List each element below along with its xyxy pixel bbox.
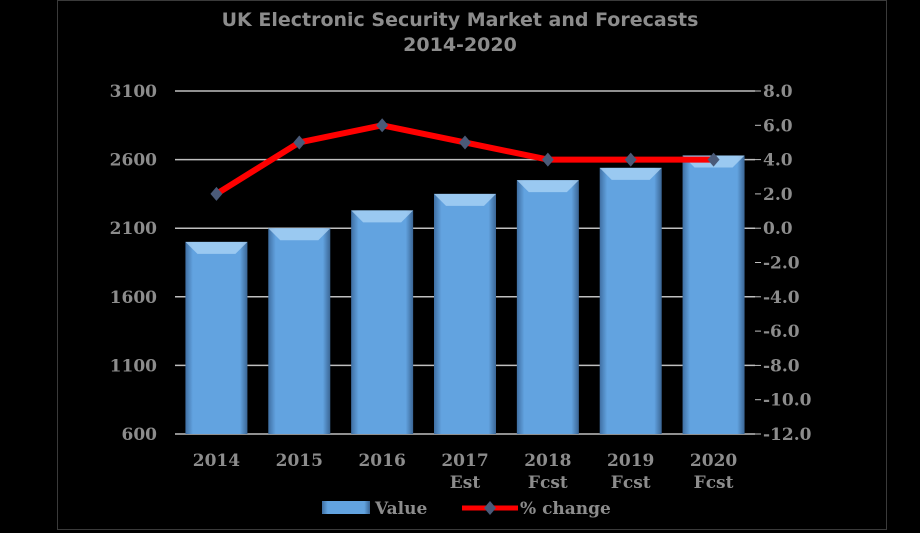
y-right-tick-label: 2.0 [763, 185, 793, 205]
chart-frame [57, 0, 887, 530]
y-left-tick-label: 1100 [110, 356, 157, 376]
line-marker [293, 135, 306, 150]
x-tick-label: Fcst [528, 473, 568, 493]
bar [599, 167, 662, 434]
legend-bar-swatch [322, 501, 370, 514]
bar-bevel [268, 228, 331, 241]
line-marker [459, 135, 471, 150]
x-tick-label: 2020 [690, 451, 737, 471]
bar-bevel [351, 210, 414, 223]
x-tick-label: 2018 [524, 451, 571, 471]
bar-bevel [599, 167, 662, 180]
legend-label-change: % change [520, 499, 611, 519]
subtitle-line: 2014-2020 [403, 34, 517, 56]
y-right-tick-label: 0.0 [763, 219, 793, 239]
y-right-tick-label: -4.0 [763, 288, 800, 308]
y-right-tick-label: -2.0 [763, 254, 800, 274]
bar [434, 193, 496, 434]
y-right-tick-label: 4.0 [763, 151, 793, 171]
y-left-tick-label: 2100 [110, 219, 157, 239]
y-right-tick-label: 6.0 [763, 116, 793, 136]
x-tick-label: 2017 [441, 451, 488, 471]
bar-bevel [185, 241, 248, 254]
chart-title: UK Electronic Security Market and Foreca… [0, 8, 920, 58]
bar [351, 210, 414, 434]
line-marker [376, 118, 389, 133]
bar [682, 155, 745, 434]
y-left-tick-label: 1600 [110, 288, 157, 308]
bar-bevel [516, 180, 579, 193]
y-right-tick-label: -6.0 [763, 322, 800, 342]
x-tick-label: Fcst [694, 473, 734, 493]
title-line: UK Electronic Security Market and Foreca… [221, 9, 699, 31]
y-right-tick-label: -12.0 [763, 425, 812, 445]
bar [516, 180, 579, 434]
y-right-tick-label: 8.0 [763, 82, 793, 102]
x-tick-label: 2016 [358, 451, 405, 471]
y-left-tick-label: 3100 [110, 82, 157, 102]
line-marker [210, 186, 223, 201]
x-tick-label: 2015 [276, 451, 323, 471]
x-tick-label: Est [450, 473, 481, 493]
legend-label-value: Value [374, 499, 427, 519]
x-tick-label: 2019 [607, 451, 654, 471]
legend-marker [484, 501, 496, 515]
x-tick-label: 2014 [193, 451, 240, 471]
bar [268, 228, 331, 434]
y-right-tick-label: -10.0 [763, 391, 812, 411]
x-tick-label: Fcst [611, 473, 651, 493]
line-marker [624, 152, 637, 167]
line-marker [541, 152, 554, 167]
bar [185, 241, 248, 434]
bar-bevel [434, 193, 496, 206]
line-marker [707, 152, 720, 167]
y-left-tick-label: 2600 [110, 151, 157, 171]
y-right-tick-label: -8.0 [763, 356, 800, 376]
y-left-tick-label: 600 [122, 425, 158, 445]
